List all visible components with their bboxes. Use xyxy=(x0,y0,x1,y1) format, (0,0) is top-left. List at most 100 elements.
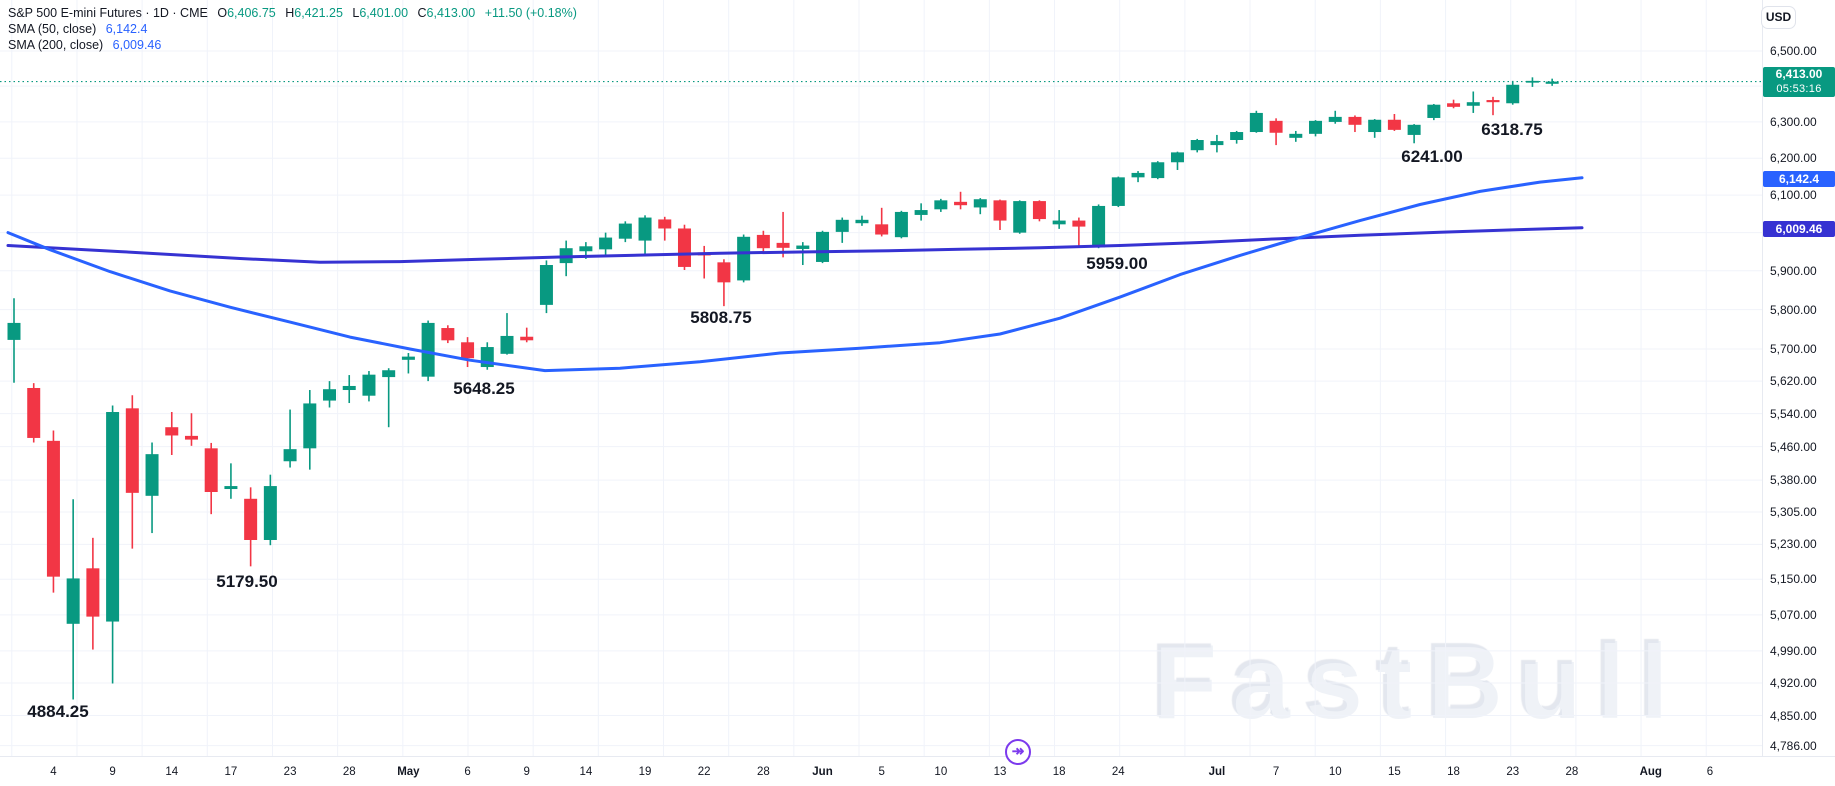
price-axis-label: 5,700.00 xyxy=(1770,342,1817,357)
time-axis-label: 10 xyxy=(1328,766,1342,778)
time-axis-label: 23 xyxy=(1506,766,1520,778)
candle-body xyxy=(539,265,553,305)
candle-body xyxy=(1407,124,1421,135)
price-axis-label: 5,070.00 xyxy=(1770,607,1817,622)
candle-body xyxy=(1210,141,1224,146)
candle-body xyxy=(382,370,396,378)
candle-body xyxy=(579,246,593,252)
price-annotation: 5959.00 xyxy=(1086,254,1148,273)
chart-surface[interactable] xyxy=(0,0,1762,756)
candle-body xyxy=(342,385,356,391)
price-axis-label: 5,620.00 xyxy=(1770,374,1817,389)
price-axis-label: 4,920.00 xyxy=(1770,675,1817,690)
price-axis-label: 5,230.00 xyxy=(1770,537,1817,552)
legend-sma50-row: SMA (50, close) 6,142.4 xyxy=(8,21,577,37)
candle-body xyxy=(1269,120,1283,133)
candle-body xyxy=(1072,220,1086,227)
candle-body xyxy=(1170,152,1184,163)
candle-body xyxy=(263,486,277,540)
time-axis-label: 9 xyxy=(523,766,530,778)
candle-body xyxy=(184,435,198,440)
candle-body xyxy=(27,387,41,438)
time-axis-label: 7 xyxy=(1272,766,1280,778)
time-axis-label: 4 xyxy=(50,766,57,778)
price-axis-label: 6,300.00 xyxy=(1770,114,1817,129)
candle-body xyxy=(638,217,652,241)
price-axis-label: 5,800.00 xyxy=(1770,302,1817,317)
time-axis-label: 28 xyxy=(342,766,356,778)
change-value: +11.50 (+0.18%) xyxy=(484,6,577,20)
price-axis-label: 5,540.00 xyxy=(1770,406,1817,421)
sma50-value: 6,142.4 xyxy=(105,22,148,36)
price-axis-label: 5,460.00 xyxy=(1770,439,1817,454)
candle-body xyxy=(461,342,475,359)
candle-body xyxy=(1151,162,1165,179)
low-label: L xyxy=(352,6,360,20)
candle-body xyxy=(1230,132,1244,141)
price-axis-label: 4,786.00 xyxy=(1770,738,1817,753)
candle-body xyxy=(1387,119,1401,130)
candle-body xyxy=(165,427,179,436)
candle-body xyxy=(323,389,337,401)
candle-body xyxy=(954,201,968,206)
candle-body xyxy=(855,219,869,224)
price-axis-label: 5,380.00 xyxy=(1770,473,1817,488)
candle-body xyxy=(1289,133,1303,138)
open-label: O xyxy=(217,6,228,20)
high-label: H xyxy=(285,6,295,20)
price-annotation: 6318.75 xyxy=(1481,120,1543,139)
candle-body xyxy=(1131,172,1145,178)
price-annotation: 5808.75 xyxy=(690,308,752,327)
candle-body xyxy=(1545,81,1559,84)
candle-body xyxy=(1447,103,1461,107)
candle-body xyxy=(677,228,691,267)
candle-body xyxy=(421,322,435,377)
candle-body xyxy=(1092,205,1106,248)
price-annotation: 5648.25 xyxy=(453,379,515,398)
time-axis-label: 28 xyxy=(756,766,770,778)
double-arrow-right-icon: ↠ xyxy=(1011,743,1025,760)
candle-body xyxy=(362,374,376,396)
time-axis-label: 18 xyxy=(1447,766,1460,778)
candle-body xyxy=(125,408,139,493)
close-label: C xyxy=(417,6,427,20)
time-axis-label: 14 xyxy=(165,766,179,778)
candle-body xyxy=(993,200,1007,221)
time-axis-label: 18 xyxy=(1052,766,1066,778)
candle-body xyxy=(1506,84,1520,104)
sma50-label: SMA (50, close) xyxy=(8,22,97,36)
candle-body xyxy=(1525,80,1539,83)
time-axis-label: 22 xyxy=(697,766,711,778)
candle-body xyxy=(86,568,100,617)
candle-body xyxy=(835,219,849,232)
candle-body xyxy=(7,322,21,340)
price-axis-label: 6,500.00 xyxy=(1770,44,1817,58)
time-axis[interactable]: 4 9 14 17 23 28 May 6 9 14 19 22 28 Jun 5 10 13 18 24 Jul 7 1… xyxy=(0,756,1835,786)
price-axis-label: 5,150.00 xyxy=(1770,572,1817,587)
price-axis[interactable]: 6,500.00 6,300.00 6,200.00 6,100.00 5,900.00… xyxy=(1762,0,1835,756)
currency-button[interactable]: USD xyxy=(1761,6,1796,29)
candle-body xyxy=(875,224,889,235)
time-axis-label: 17 xyxy=(224,766,238,778)
candle-body xyxy=(1111,177,1125,206)
goto-realtime-button[interactable]: ↠ xyxy=(1005,739,1031,765)
candle-body xyxy=(145,454,159,496)
sma-200-line xyxy=(6,226,1584,264)
high-value: 6,421.25 xyxy=(294,6,343,20)
last-price-badge: 6,413.00 05:53:16 xyxy=(1763,66,1835,97)
candle-body xyxy=(303,403,317,449)
legend-sma200-row: SMA (200, close) 6,009.46 xyxy=(8,37,577,53)
candle-body xyxy=(46,440,60,577)
time-axis-label: 24 xyxy=(1111,766,1125,778)
legend: S&P 500 E-mini Futures · 1D · CME O6,406… xyxy=(8,5,577,53)
time-axis-label: 9 xyxy=(109,766,116,778)
candle-body xyxy=(520,336,534,341)
candle-body xyxy=(973,199,987,208)
price-axis-label: 4,850.00 xyxy=(1770,708,1817,723)
candle-body xyxy=(1466,102,1480,106)
candle-body xyxy=(106,412,120,622)
candle-body xyxy=(756,234,770,249)
candle-body xyxy=(224,486,238,490)
time-axis-label: 13 xyxy=(993,766,1007,778)
